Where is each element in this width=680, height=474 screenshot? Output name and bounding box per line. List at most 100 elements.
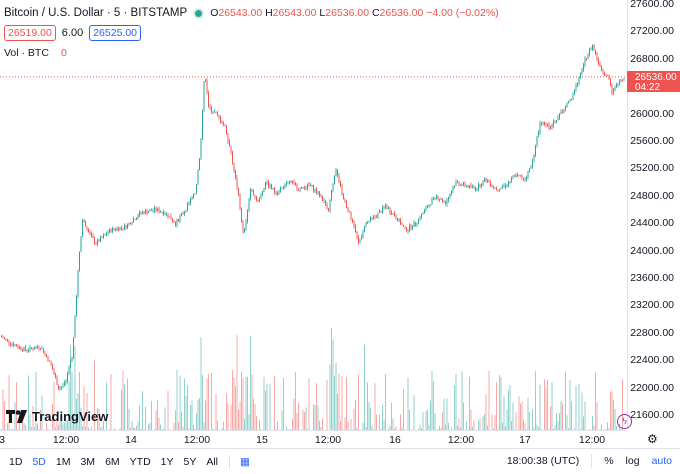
price-tick: 24000.00 [630,245,674,257]
candle-body [106,234,107,235]
volume-bar [508,390,509,430]
symbol-title[interactable]: Bitcoin / U.S. Dollar · 5 · BITSTAMP [4,7,187,19]
candle-body [217,113,218,115]
candle-body [499,189,500,190]
timeframe-1d[interactable]: 1D [4,456,27,468]
log-toggle[interactable]: log [626,455,640,467]
candle-body [196,185,197,194]
candle-body [321,196,322,197]
open-value: 26543.00 [218,7,262,19]
candle-body [229,142,230,147]
candle-body [280,188,281,191]
candle-body [51,361,52,365]
candle-body [471,185,472,187]
candle-body [309,185,310,186]
volume-bar [562,403,563,430]
candle-body [439,199,440,200]
timeframe-5d[interactable]: 5D [27,456,50,468]
volume-bar [336,363,337,430]
volume-bar [142,391,143,430]
settings-icon[interactable]: ⚙ [647,432,658,446]
candle-body [27,350,28,351]
candle-body [282,187,283,188]
volume-bar [507,409,508,430]
volume-bar [567,415,568,430]
candle-body [78,271,79,296]
price-tick: 25600.00 [630,135,674,147]
candle-body [543,123,544,124]
volume-label[interactable]: Vol · BTC [4,47,49,59]
volume-bar [370,408,371,430]
clock[interactable]: 18:00:38 (UTC) [507,455,579,467]
timeframe-3m[interactable]: 3M [75,456,100,468]
volume-bar [3,389,4,430]
timeframe-ytd[interactable]: YTD [125,456,156,468]
candle-body [480,184,481,186]
time-tick: 17 [519,434,531,446]
volume-bar [264,377,265,430]
volume-bar [187,385,188,430]
candle-body [313,185,314,190]
candle-body [352,220,353,222]
candle-body [183,213,184,214]
timeframe-5y[interactable]: 5Y [179,456,202,468]
volume-bar [217,421,218,430]
calendar-icon[interactable]: ▦ [240,456,250,468]
candle-body [19,347,20,348]
candle-body [594,45,595,50]
timeframe-1y[interactable]: 1Y [156,456,179,468]
volume-bar [556,413,557,430]
candle-body [487,180,488,181]
volume-bar [504,396,505,430]
candle-body [7,339,8,340]
candle-body [15,345,16,346]
candle-body [18,346,19,347]
candle-body [307,185,308,188]
candle-body [409,225,410,229]
auto-toggle[interactable]: auto [652,455,672,467]
candle-body [382,207,383,212]
volume-bar [238,409,239,430]
timeframe-all[interactable]: All [201,456,223,468]
toolbar-divider [591,454,592,468]
candle-body [180,216,181,221]
candle-body [124,225,125,228]
bid-price-button[interactable]: 26519.00 [4,25,56,41]
timeframe-6m[interactable]: 6M [100,456,125,468]
lightning-icon[interactable]: ϟ [617,414,632,429]
candle-body [364,226,365,232]
volume-bar [184,379,185,430]
volume-bar [364,345,365,430]
volume-bar [181,412,182,430]
candle-body [172,219,173,221]
volume-bar [159,418,160,430]
volume-bar [403,389,404,430]
candle-body [379,211,380,213]
candle-body [247,211,248,221]
volume-bar [423,412,424,430]
candle-body [466,186,467,187]
candle-body [513,177,514,178]
candle-body [583,65,584,69]
candle-body [337,169,338,175]
candle-body [574,90,575,95]
candle-body [438,196,439,199]
price-tick: 26800.00 [630,53,674,65]
tradingview-logo[interactable]: TradingView [6,409,108,424]
price-axis[interactable]: 27600.0027200.0026800.0026400.0026000.00… [627,0,680,430]
volume-bar [175,410,176,430]
ask-price-button[interactable]: 26525.00 [89,25,141,41]
candle-body [145,211,146,214]
candle-body [607,75,608,76]
market-status-icon [193,8,204,19]
candle-body [532,160,533,166]
timeframe-1m[interactable]: 1M [51,456,76,468]
candle-body [547,124,548,125]
volume-bar [297,413,298,430]
percent-toggle[interactable]: % [604,455,613,467]
candle-body [493,187,494,188]
chart-pane[interactable] [0,0,627,430]
candle-body [117,228,118,230]
price-chart[interactable] [0,0,627,430]
